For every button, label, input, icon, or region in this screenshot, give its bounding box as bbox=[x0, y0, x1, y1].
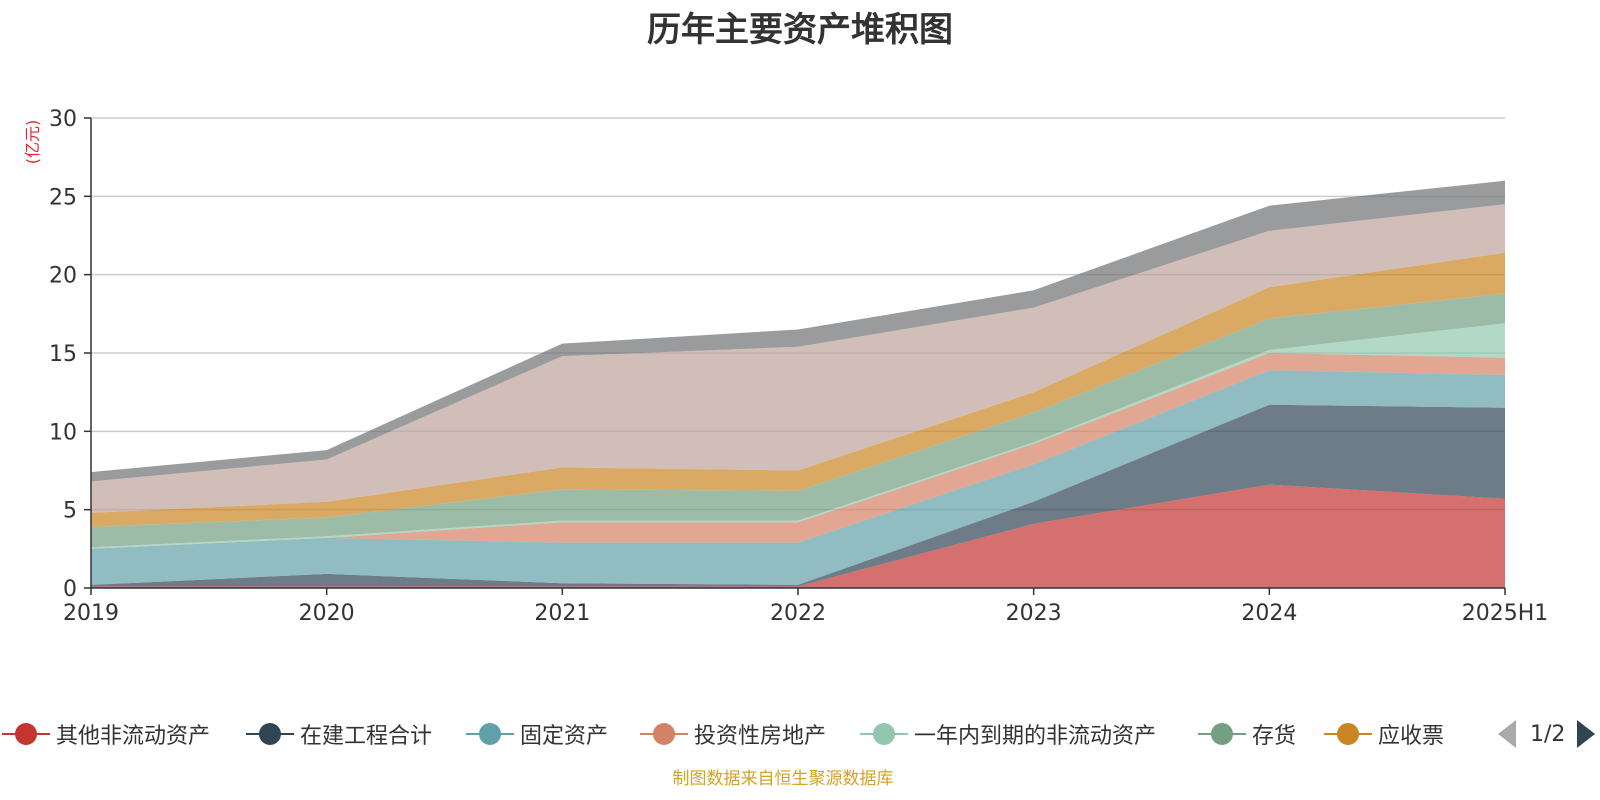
source-note: 制图数据来自恒生聚源数据库 bbox=[672, 769, 894, 789]
axes: 0 5 10 15 20 25 30 2019 2020 2021 2022 2023 2024 2025… bbox=[49, 107, 1548, 626]
y-tick-label: 5 bbox=[63, 499, 77, 524]
x-tick-label: 2020 bbox=[299, 601, 355, 626]
legend-item-4[interactable]: 一年内到期的非流动资产 bbox=[858, 714, 1156, 754]
y-tick-label: 0 bbox=[63, 577, 77, 602]
legend-next-page-icon[interactable] bbox=[1577, 720, 1596, 748]
legend-label: 存货 bbox=[1252, 724, 1297, 749]
legend-item-2[interactable]: 固定资产 bbox=[464, 714, 608, 754]
legend-page-indicator: 1/2 bbox=[1530, 721, 1566, 747]
legend-pager: 1/2 bbox=[1498, 714, 1596, 754]
legend-label: 应收票 bbox=[1378, 724, 1445, 749]
legend-label: 在建工程合计 bbox=[300, 724, 433, 749]
legend-marker-icon bbox=[464, 714, 516, 754]
area-series-0 bbox=[91, 484, 1505, 588]
legend-label: 一年内到期的非流动资产 bbox=[914, 724, 1157, 749]
area-series-1 bbox=[91, 404, 1505, 587]
legend-label: 其他非流动资产 bbox=[56, 724, 211, 749]
x-tick-label: 2019 bbox=[63, 601, 119, 626]
legend-marker-icon bbox=[858, 714, 910, 754]
chart-title: 历年主要资产堆积图 bbox=[647, 10, 953, 50]
x-tick-label: 2024 bbox=[1241, 601, 1297, 626]
y-tick-label: 25 bbox=[49, 185, 77, 210]
area-series-2 bbox=[91, 370, 1505, 585]
area-series-3 bbox=[91, 353, 1505, 549]
legend-marker-icon bbox=[244, 714, 296, 754]
y-tick-label: 30 bbox=[49, 107, 77, 132]
area-series-4 bbox=[91, 323, 1505, 549]
area-series-8 bbox=[91, 180, 1505, 482]
legend-marker-icon bbox=[1196, 714, 1248, 754]
legend-item-5[interactable]: 存货 bbox=[1196, 714, 1296, 754]
x-tick-label: 2022 bbox=[770, 601, 826, 626]
y-tick-label: 15 bbox=[49, 342, 77, 367]
x-tick-label: 2025H1 bbox=[1462, 601, 1549, 626]
x-tick-label: 2023 bbox=[1006, 601, 1062, 626]
y-axis-unit-label: (亿元) bbox=[23, 120, 42, 165]
legend-prev-page-icon[interactable] bbox=[1498, 720, 1516, 748]
legend-marker-icon bbox=[0, 714, 52, 754]
stacked-area-chart: 0 5 10 15 20 25 30 2019 2020 2021 2022 2023 2024 2025… bbox=[23, 107, 1548, 626]
y-tick-label: 20 bbox=[49, 264, 77, 289]
y-tick-label: 10 bbox=[49, 420, 77, 445]
legend-label: 投资性房地产 bbox=[694, 724, 827, 749]
legend-label: 固定资产 bbox=[520, 724, 609, 749]
legend-item-6[interactable]: 应收票 bbox=[1322, 714, 1444, 754]
x-tick-label: 2021 bbox=[534, 601, 590, 626]
area-series-6 bbox=[91, 252, 1505, 527]
legend-marker-icon bbox=[638, 714, 690, 754]
legend-item-1[interactable]: 在建工程合计 bbox=[244, 714, 432, 754]
area-series bbox=[91, 180, 1505, 588]
legend: 其他非流动资产 在建工程合计 固定资产 投资性房地产 一年内到期的非流动资产 存货 应收票 bbox=[0, 714, 1600, 754]
area-series-7 bbox=[91, 204, 1505, 513]
legend-item-0[interactable]: 其他非流动资产 bbox=[0, 714, 210, 754]
legend-marker-icon bbox=[1322, 714, 1374, 754]
legend-item-3[interactable]: 投资性房地产 bbox=[638, 714, 826, 754]
area-series-5 bbox=[91, 293, 1505, 548]
